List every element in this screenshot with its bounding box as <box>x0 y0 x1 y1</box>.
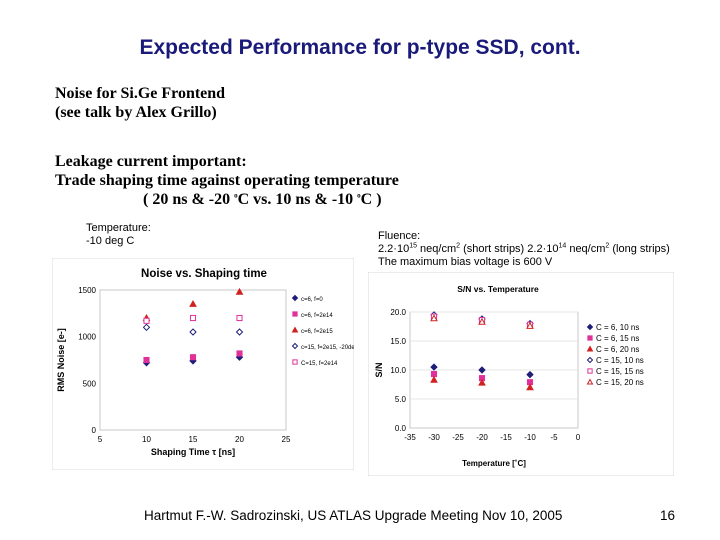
data-point <box>526 383 534 391</box>
sn-chart-title: S/N vs. Temperature <box>457 284 539 294</box>
legend-entry: c=6, f=2e14 <box>301 313 333 319</box>
x-tick-label: 20 <box>235 435 244 444</box>
data-point <box>143 356 150 364</box>
right-caption-line-1: Fluence: <box>378 230 421 242</box>
x-tick-label: 10 <box>142 435 151 444</box>
data-point <box>430 363 438 371</box>
leakage-line-3: ( 20 ns & -20 oC vs. 10 ns & -10 oC ) <box>143 191 382 208</box>
x-tick-label: -35 <box>404 433 416 442</box>
legend-marker <box>586 345 594 352</box>
data-point <box>189 299 197 307</box>
y-tick-label: 0.0 <box>395 424 407 433</box>
noise-chart-y-label: RMS Noise [e-] <box>56 328 66 392</box>
sn-chart-y-label: S/N <box>374 362 384 377</box>
y-tick-label: 20.0 <box>390 308 406 317</box>
noise-chart-title: Noise vs. Shaping time <box>141 268 267 280</box>
noise-line-1: Noise for Si.Ge Frontend <box>55 85 226 102</box>
legend-entry: C = 6, 20 ns <box>596 345 639 354</box>
y-tick-label: 1500 <box>78 286 96 295</box>
noise-chart: Noise vs. Shaping time 5 10 15 20 25 0 500 1000… <box>52 258 354 470</box>
data-point <box>526 321 534 329</box>
legend-marker <box>586 356 594 364</box>
data-point <box>236 314 243 322</box>
y-tick-label: 5.0 <box>395 395 407 404</box>
sn-chart: S/N vs. Temperature -35 -30 -25 -20 -15 -10 -5… <box>368 272 674 476</box>
data-point <box>235 287 244 295</box>
noise-line-2: (see talk by Alex Grillo) <box>55 104 217 121</box>
legend-entry: C = 15, 20 ns <box>596 378 644 387</box>
noise-text: Noise for Si.Ge Frontend (see talk by Al… <box>55 84 225 122</box>
legend-entry: c=6, f=2e15 <box>301 329 333 335</box>
leakage-line-1: Leakage current important: <box>55 153 247 170</box>
left-caption: Temperature: -10 deg C <box>86 222 151 248</box>
legend-entry: C=15, f=2e14 <box>301 361 338 367</box>
data-point <box>236 350 243 357</box>
legend-marker <box>292 359 298 365</box>
data-point <box>478 378 486 386</box>
x-tick-label: 25 <box>282 435 291 444</box>
data-point <box>189 314 197 322</box>
y-tick-label: 15.0 <box>390 337 406 346</box>
data-point <box>478 317 486 325</box>
legend-entry: c=15, f=2e15, -20deg <box>301 345 354 351</box>
legend-marker <box>586 378 594 385</box>
legend-marker <box>291 326 299 333</box>
legend-marker <box>586 323 594 331</box>
legend-entry: c=6, f=0 <box>301 297 323 303</box>
x-tick-label: -25 <box>452 433 464 442</box>
legend-entry: C = 6, 15 ns <box>596 334 639 343</box>
data-point <box>143 317 150 324</box>
y-tick-label: 500 <box>83 379 97 388</box>
x-tick-label: 15 <box>189 435 198 444</box>
x-tick-label: -15 <box>500 433 512 442</box>
data-point <box>478 366 486 374</box>
data-point <box>430 375 438 383</box>
x-tick-label: 0 <box>576 433 581 442</box>
right-caption: Fluence: 2.2·1015 neq/cm2 (short strips)… <box>378 230 670 269</box>
x-tick-label: -10 <box>524 433 536 442</box>
left-caption-line-2: -10 deg C <box>86 235 135 247</box>
legend-entry: C = 6, 10 ns <box>596 323 639 332</box>
left-caption-line-1: Temperature: <box>86 222 151 234</box>
x-tick-label: -5 <box>550 433 558 442</box>
leakage-text: Leakage current important: Trade shaping… <box>55 152 399 209</box>
right-caption-line-2: 2.2·1015 neq/cm2 (short strips) 2.2·1014… <box>378 242 670 255</box>
page-number: 16 <box>660 508 676 523</box>
x-tick-label: 5 <box>98 435 103 444</box>
y-tick-label: 0 <box>92 426 97 435</box>
footer-text: Hartmut F.-W. Sadrozinski, US ATLAS Upgr… <box>144 508 563 523</box>
leakage-line-2: Trade shaping time against operating tem… <box>55 172 399 189</box>
x-tick-label: -30 <box>428 433 440 442</box>
legend-marker <box>587 368 593 374</box>
data-point <box>189 328 197 336</box>
data-point <box>235 328 244 336</box>
legend-marker <box>292 311 298 317</box>
x-tick-label: -20 <box>476 433 488 442</box>
data-point <box>430 314 438 322</box>
right-caption-line-3: The maximum bias voltage is 600 V <box>378 256 553 268</box>
legend-marker <box>587 335 593 341</box>
data-point <box>526 370 534 379</box>
slide-title: Expected Performance for p-type SSD, con… <box>139 36 581 59</box>
data-point <box>189 354 197 361</box>
legend-entry: C = 15, 15 ns <box>596 367 644 376</box>
legend-entry: C = 15, 10 ns <box>596 356 644 365</box>
legend-marker <box>291 294 299 302</box>
noise-chart-x-label: Shaping Time τ [ns] <box>151 447 235 457</box>
y-tick-label: 1000 <box>78 333 96 342</box>
y-tick-label: 10.0 <box>390 366 406 375</box>
legend-marker <box>291 342 299 350</box>
data-point <box>142 323 151 332</box>
sn-chart-x-label: Temperature [˚C] <box>462 459 526 468</box>
